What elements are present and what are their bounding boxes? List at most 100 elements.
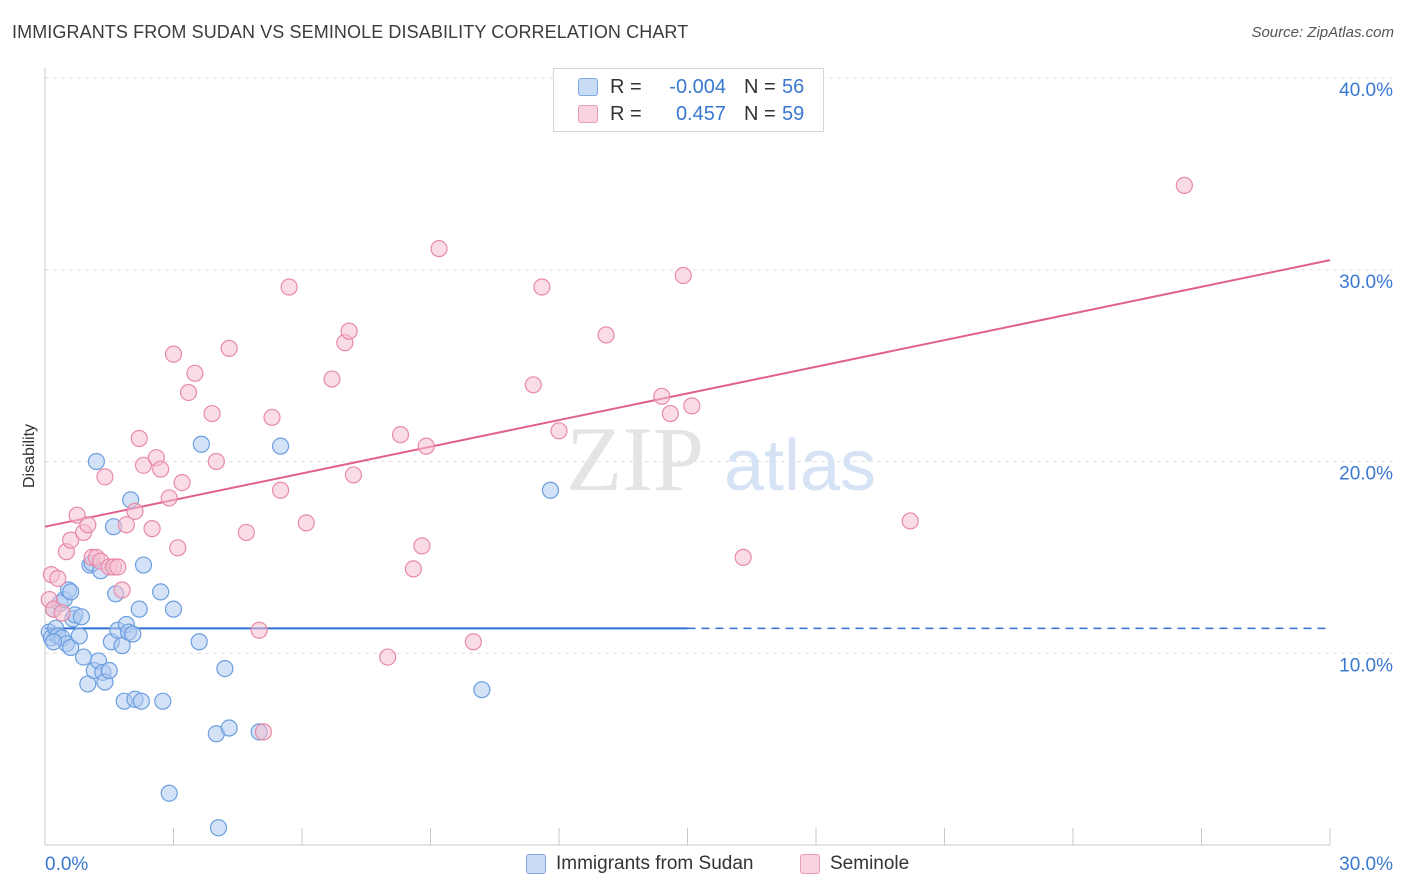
point-sudan	[124, 625, 142, 643]
point-sudan	[72, 608, 91, 626]
y-axis-label: Disability	[21, 424, 38, 488]
point-seminole	[550, 422, 568, 440]
point-sudan	[100, 661, 118, 680]
point-seminole	[254, 723, 273, 741]
point-seminole	[901, 512, 919, 530]
legend-r-label: R =	[610, 102, 642, 125]
point-sudan	[130, 600, 148, 618]
point-sudan	[192, 435, 210, 453]
y-tick-label: 30.0%	[1339, 272, 1393, 293]
point-sudan	[74, 648, 93, 666]
legend-n-value: 56	[782, 75, 805, 98]
point-seminole	[250, 621, 268, 639]
point-seminole	[237, 523, 255, 542]
legend-n-label: N =	[744, 102, 776, 125]
point-seminole	[49, 569, 67, 588]
point-seminole	[130, 429, 148, 448]
point-sudan	[132, 692, 150, 710]
x-tick-label: 30.0%	[1339, 854, 1393, 875]
point-sudan	[220, 719, 238, 737]
y-tick-label: 20.0%	[1339, 464, 1393, 485]
correlation-legend: R = -0.004 N = 56 R = 0.457 N = 59	[553, 68, 824, 132]
chart-title: IMMIGRANTS FROM SUDAN VS SEMINOLE DISABI…	[12, 22, 689, 42]
trend-lines	[44, 259, 1331, 630]
point-seminole	[68, 506, 86, 524]
legend-n-label: N =	[744, 75, 776, 98]
point-seminole	[160, 489, 178, 507]
legend-r-value: 0.457	[675, 102, 726, 125]
legend-r-label: R =	[610, 75, 642, 98]
legend-swatch-blue	[578, 78, 598, 96]
point-seminole	[164, 345, 183, 363]
point-seminole	[683, 397, 701, 415]
watermark-atlas: atlas	[724, 426, 876, 506]
legend-row-sudan: R = -0.004 N = 56	[578, 75, 804, 99]
point-seminole	[653, 387, 671, 405]
point-seminole	[96, 468, 114, 486]
point-seminole	[391, 426, 410, 444]
point-seminole	[113, 581, 131, 599]
point-seminole	[173, 473, 191, 492]
point-sudan	[62, 638, 80, 657]
point-seminole	[109, 558, 127, 576]
point-seminole	[430, 240, 448, 258]
source-label: Source: ZipAtlas.com	[1251, 24, 1394, 41]
point-seminole	[169, 539, 187, 557]
point-seminole	[143, 520, 161, 538]
point-seminole	[62, 531, 80, 549]
point-seminole	[340, 322, 358, 340]
point-seminole	[404, 560, 422, 578]
point-seminole	[53, 604, 71, 622]
point-sudan	[190, 633, 208, 651]
watermark-zip: ZIP	[566, 408, 704, 510]
point-sudan	[62, 583, 80, 601]
legend-n-value: 59	[782, 102, 805, 125]
bottom-legend-seminole: Seminole	[800, 852, 909, 876]
point-sudan	[164, 600, 183, 618]
point-sudan	[44, 633, 63, 651]
point-seminole	[1175, 176, 1193, 194]
bottom-legend-sudan: Immigrants from Sudan	[526, 852, 753, 876]
y-tick-label: 10.0%	[1339, 655, 1393, 676]
point-seminole	[203, 404, 221, 423]
point-sudan	[154, 692, 172, 710]
x-tick-label: 0.0%	[45, 854, 88, 875]
tick-labels: 10.0% 20.0% 30.0% 40.0% 0.0% 30.0%	[45, 80, 1393, 875]
point-sudan	[70, 627, 88, 645]
data-points	[40, 176, 1193, 837]
point-seminole	[280, 278, 298, 296]
point-seminole	[152, 460, 170, 478]
point-seminole	[734, 548, 752, 566]
gridlines	[45, 77, 1395, 654]
point-sudan	[216, 659, 234, 678]
point-sudan	[541, 481, 560, 499]
point-seminole	[126, 502, 144, 520]
point-sudan	[271, 437, 290, 455]
point-seminole	[597, 326, 615, 344]
trend-line-seminole	[44, 259, 1331, 528]
point-seminole	[220, 339, 238, 357]
legend-swatch-pink	[578, 105, 598, 123]
point-sudan	[152, 583, 170, 601]
point-sudan	[209, 819, 228, 837]
point-sudan	[160, 784, 178, 802]
point-seminole	[186, 364, 204, 382]
y-tick-label: 40.0%	[1339, 80, 1393, 101]
point-seminole	[661, 404, 679, 423]
point-seminole	[413, 537, 431, 555]
point-seminole	[297, 514, 315, 532]
point-seminole	[323, 370, 341, 388]
point-seminole	[344, 466, 362, 484]
point-seminole	[79, 516, 97, 534]
axes	[44, 68, 1331, 846]
watermark: ZIP atlas	[566, 408, 876, 510]
point-seminole	[271, 481, 290, 499]
point-seminole	[417, 437, 435, 455]
point-sudan	[87, 452, 106, 471]
point-seminole	[179, 383, 198, 402]
bottom-legend-swatch-pink	[800, 854, 820, 874]
point-seminole	[117, 516, 135, 534]
point-seminole	[533, 278, 551, 296]
bottom-legend-label-sudan: Immigrants from Sudan	[556, 853, 754, 874]
